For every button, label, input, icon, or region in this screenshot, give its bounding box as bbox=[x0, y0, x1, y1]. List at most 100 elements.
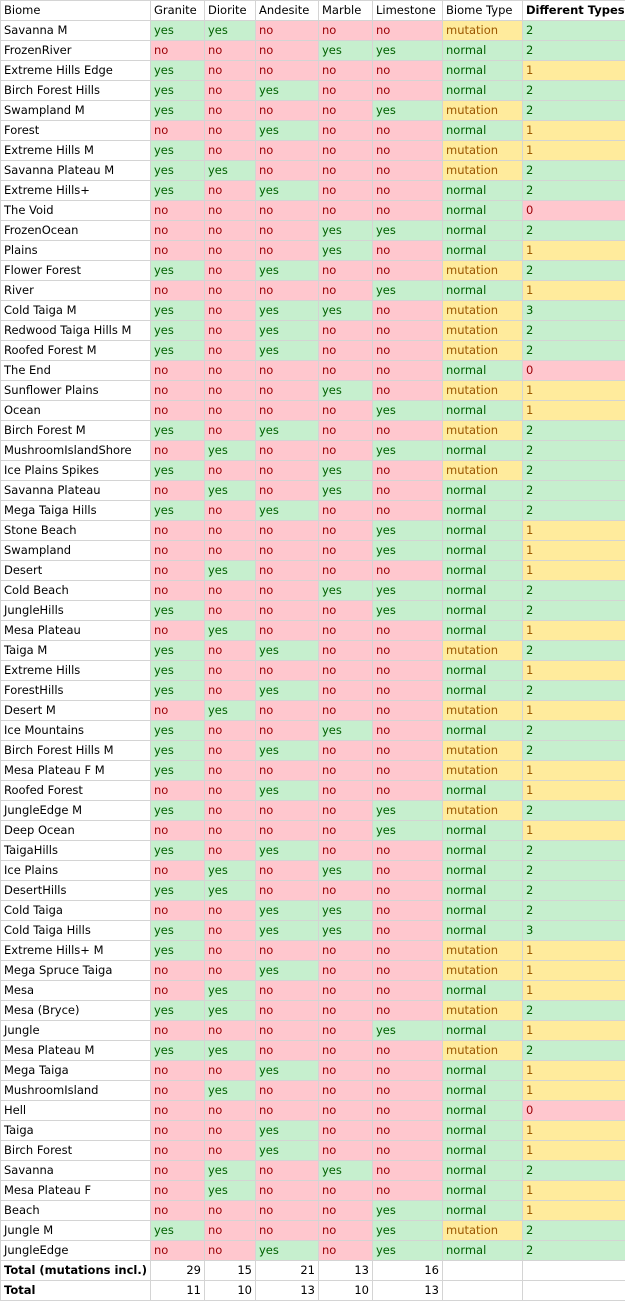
andesite-cell[interactable]: no bbox=[255, 1080, 319, 1101]
andesite-cell[interactable]: no bbox=[255, 100, 319, 121]
marble-cell[interactable]: no bbox=[318, 940, 373, 961]
biome-name-cell[interactable]: Jungle bbox=[0, 1020, 151, 1041]
limestone-cell[interactable]: no bbox=[372, 1120, 443, 1141]
total-value[interactable]: 11 bbox=[150, 1280, 205, 1301]
diorite-cell[interactable]: yes bbox=[204, 1180, 256, 1201]
andesite-cell[interactable]: no bbox=[255, 700, 319, 721]
header-limestone[interactable]: Limestone bbox=[372, 0, 443, 21]
andesite-cell[interactable]: yes bbox=[255, 500, 319, 521]
granite-cell[interactable]: no bbox=[150, 1240, 205, 1261]
marble-cell[interactable]: no bbox=[318, 820, 373, 841]
andesite-cell[interactable]: no bbox=[255, 560, 319, 581]
granite-cell[interactable]: yes bbox=[150, 60, 205, 81]
biome-type-cell[interactable]: mutation bbox=[442, 740, 523, 761]
total-value[interactable]: 29 bbox=[150, 1260, 205, 1281]
different-types-cell[interactable]: 2 bbox=[522, 20, 625, 41]
andesite-cell[interactable]: no bbox=[255, 800, 319, 821]
biome-name-cell[interactable]: Desert M bbox=[0, 700, 151, 721]
diorite-cell[interactable]: yes bbox=[204, 880, 256, 901]
diorite-cell[interactable]: no bbox=[204, 1220, 256, 1241]
biome-type-cell[interactable]: normal bbox=[442, 1120, 523, 1141]
different-types-cell[interactable]: 1 bbox=[522, 1120, 625, 1141]
different-types-cell[interactable]: 2 bbox=[522, 340, 625, 361]
biome-name-cell[interactable]: Birch Forest Hills M bbox=[0, 740, 151, 761]
biome-name-cell[interactable]: MushroomIslandShore bbox=[0, 440, 151, 461]
biome-type-cell[interactable]: normal bbox=[442, 360, 523, 381]
biome-name-cell[interactable]: Jungle M bbox=[0, 1220, 151, 1241]
marble-cell[interactable]: yes bbox=[318, 40, 373, 61]
header-diorite[interactable]: Diorite bbox=[204, 0, 256, 21]
diorite-cell[interactable]: no bbox=[204, 580, 256, 601]
biome-type-cell[interactable]: normal bbox=[442, 1180, 523, 1201]
diorite-cell[interactable]: no bbox=[204, 400, 256, 421]
andesite-cell[interactable]: yes bbox=[255, 640, 319, 661]
diorite-cell[interactable]: no bbox=[204, 600, 256, 621]
granite-cell[interactable]: no bbox=[150, 220, 205, 241]
different-types-cell[interactable]: 1 bbox=[522, 700, 625, 721]
diorite-cell[interactable]: no bbox=[204, 180, 256, 201]
andesite-cell[interactable]: yes bbox=[255, 920, 319, 941]
granite-cell[interactable]: no bbox=[150, 280, 205, 301]
granite-cell[interactable]: yes bbox=[150, 20, 205, 41]
different-types-cell[interactable]: 2 bbox=[522, 640, 625, 661]
biome-name-cell[interactable]: Beach bbox=[0, 1200, 151, 1221]
biome-name-cell[interactable]: Cold Beach bbox=[0, 580, 151, 601]
biome-type-cell[interactable]: normal bbox=[442, 880, 523, 901]
granite-cell[interactable]: no bbox=[150, 540, 205, 561]
different-types-cell[interactable]: 1 bbox=[522, 540, 625, 561]
diorite-cell[interactable]: no bbox=[204, 940, 256, 961]
andesite-cell[interactable]: no bbox=[255, 720, 319, 741]
granite-cell[interactable]: no bbox=[150, 1160, 205, 1181]
limestone-cell[interactable]: no bbox=[372, 120, 443, 141]
total-value[interactable]: 13 bbox=[255, 1280, 319, 1301]
different-types-cell[interactable]: 1 bbox=[522, 140, 625, 161]
marble-cell[interactable]: no bbox=[318, 760, 373, 781]
diorite-cell[interactable]: no bbox=[204, 80, 256, 101]
limestone-cell[interactable]: yes bbox=[372, 800, 443, 821]
andesite-cell[interactable]: no bbox=[255, 280, 319, 301]
granite-cell[interactable]: yes bbox=[150, 600, 205, 621]
limestone-cell[interactable]: yes bbox=[372, 540, 443, 561]
biome-name-cell[interactable]: Roofed Forest M bbox=[0, 340, 151, 361]
granite-cell[interactable]: no bbox=[150, 780, 205, 801]
diorite-cell[interactable]: no bbox=[204, 340, 256, 361]
granite-cell[interactable]: yes bbox=[150, 720, 205, 741]
limestone-cell[interactable]: no bbox=[372, 860, 443, 881]
different-types-cell[interactable]: 1 bbox=[522, 240, 625, 261]
different-types-cell[interactable]: 2 bbox=[522, 80, 625, 101]
total-value[interactable]: 13 bbox=[318, 1260, 373, 1281]
total-value[interactable]: 21 bbox=[255, 1260, 319, 1281]
marble-cell[interactable]: no bbox=[318, 1120, 373, 1141]
marble-cell[interactable]: no bbox=[318, 660, 373, 681]
total-value[interactable]: 13 bbox=[372, 1280, 443, 1301]
biome-name-cell[interactable]: Birch Forest M bbox=[0, 420, 151, 441]
andesite-cell[interactable]: no bbox=[255, 440, 319, 461]
biome-name-cell[interactable]: Cold Taiga Hills bbox=[0, 920, 151, 941]
total-value[interactable]: 15 bbox=[204, 1260, 256, 1281]
limestone-cell[interactable]: no bbox=[372, 160, 443, 181]
biome-type-cell[interactable]: normal bbox=[442, 40, 523, 61]
diorite-cell[interactable]: no bbox=[204, 240, 256, 261]
marble-cell[interactable]: yes bbox=[318, 900, 373, 921]
different-types-cell[interactable]: 1 bbox=[522, 280, 625, 301]
granite-cell[interactable]: yes bbox=[150, 920, 205, 941]
granite-cell[interactable]: yes bbox=[150, 140, 205, 161]
marble-cell[interactable]: no bbox=[318, 1240, 373, 1261]
biome-type-cell[interactable]: mutation bbox=[442, 20, 523, 41]
diorite-cell[interactable]: no bbox=[204, 820, 256, 841]
different-types-cell[interactable]: 2 bbox=[522, 500, 625, 521]
different-types-cell[interactable]: 1 bbox=[522, 940, 625, 961]
andesite-cell[interactable]: no bbox=[255, 1160, 319, 1181]
limestone-cell[interactable]: yes bbox=[372, 400, 443, 421]
limestone-cell[interactable]: no bbox=[372, 880, 443, 901]
biome-type-cell[interactable]: mutation bbox=[442, 100, 523, 121]
marble-cell[interactable]: no bbox=[318, 700, 373, 721]
different-types-cell[interactable]: 1 bbox=[522, 620, 625, 641]
limestone-cell[interactable]: no bbox=[372, 1140, 443, 1161]
different-types-cell[interactable]: 1 bbox=[522, 980, 625, 1001]
granite-cell[interactable]: yes bbox=[150, 260, 205, 281]
marble-cell[interactable]: no bbox=[318, 60, 373, 81]
limestone-cell[interactable]: no bbox=[372, 980, 443, 1001]
limestone-cell[interactable]: yes bbox=[372, 1220, 443, 1241]
diorite-cell[interactable]: yes bbox=[204, 560, 256, 581]
